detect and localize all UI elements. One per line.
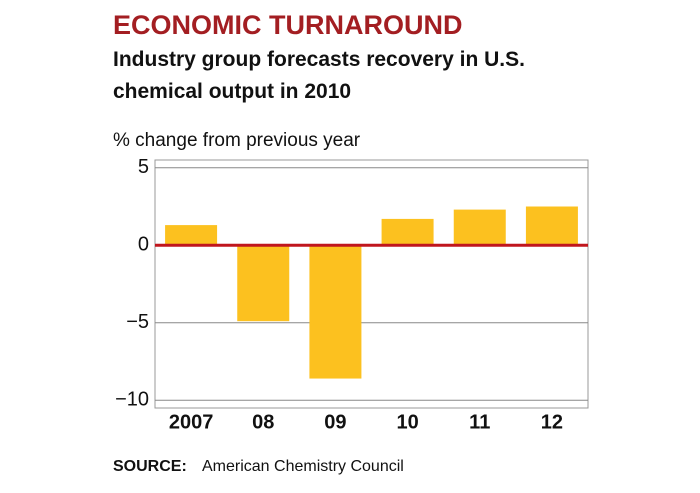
x-tick-label: 11 [469,411,490,433]
bar [525,206,578,246]
y-tick-label: 5 [138,156,149,178]
chart-title: ECONOMIC TURNAROUND [113,10,462,40]
plot-frame [154,159,589,409]
y-tick-label: −5 [126,311,149,333]
subtitle-box: Industry group forecasts recovery in U.S… [113,48,525,103]
bar [165,225,218,246]
bar [381,218,434,246]
bar [453,209,506,246]
y-tick-label: −10 [115,389,149,411]
y-axis-label: % change from previous year [113,130,361,151]
bar [237,245,290,322]
x-tick-label: 09 [324,411,346,433]
source-label: SOURCE: [113,458,187,475]
y-tick-label: 0 [138,234,149,256]
chart-subtitle: Industry group forecasts recovery in U.S… [113,48,525,103]
source: American Chemistry Council [202,458,404,475]
x-tick-label: 12 [541,411,563,433]
x-tick-label: 10 [396,411,418,433]
x-tick-label: 2007 [169,411,214,433]
bar [309,245,362,379]
x-tick-label: 08 [252,411,274,433]
